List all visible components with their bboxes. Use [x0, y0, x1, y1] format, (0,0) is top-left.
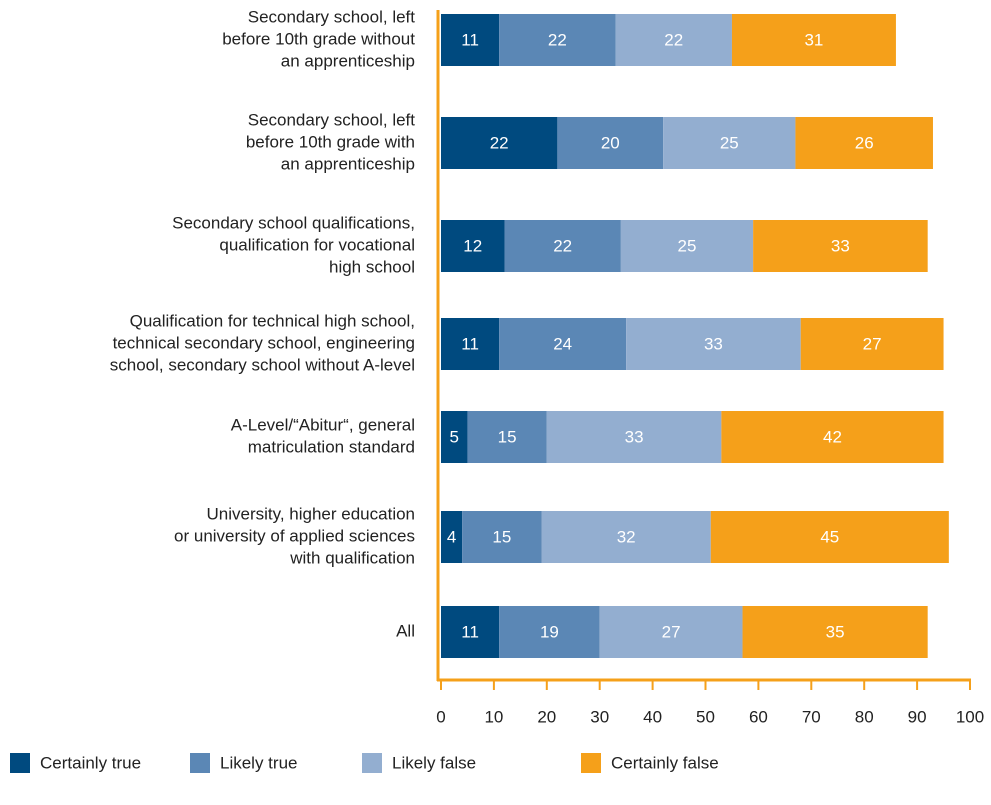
bar-segment — [753, 220, 928, 272]
value-label: 42 — [823, 427, 842, 446]
bar-segment — [499, 318, 627, 370]
value-label: 22 — [548, 30, 567, 49]
category-label: matriculation standard — [248, 437, 415, 456]
value-label: 19 — [540, 622, 559, 641]
bar-segment — [742, 606, 928, 658]
bar-segment — [441, 220, 505, 272]
bar-segment — [467, 411, 547, 463]
bar-segment — [800, 318, 944, 370]
value-label: 22 — [490, 133, 509, 152]
bar-segment — [441, 606, 500, 658]
bar-segment — [499, 606, 600, 658]
legend-label: Certainly true — [40, 753, 141, 772]
x-tick-label: 40 — [643, 707, 662, 726]
bar-segment — [626, 318, 801, 370]
value-label: 33 — [831, 236, 850, 255]
x-tick-label: 20 — [537, 707, 556, 726]
value-label: 11 — [461, 622, 479, 641]
value-label: 32 — [617, 527, 636, 546]
value-label: 31 — [804, 30, 823, 49]
bar-segment — [599, 606, 743, 658]
value-label: 12 — [463, 236, 482, 255]
category-label: University, higher education — [206, 504, 415, 523]
value-label: 11 — [461, 30, 479, 49]
bar-segment — [546, 411, 722, 463]
value-label: 25 — [720, 133, 739, 152]
bar-segment — [462, 511, 542, 563]
value-label: 45 — [820, 527, 839, 546]
category-label: Secondary school qualifications, — [172, 213, 415, 232]
x-tick-label: 30 — [590, 707, 609, 726]
value-label: 27 — [863, 334, 882, 353]
x-tick-label: 70 — [802, 707, 821, 726]
value-label: 20 — [601, 133, 620, 152]
value-label: 15 — [492, 527, 511, 546]
value-label: 22 — [553, 236, 572, 255]
bar-segment — [731, 14, 896, 66]
category-label: or university of applied sciences — [174, 526, 415, 545]
x-tick-label: 10 — [484, 707, 503, 726]
category-label: before 10th grade with — [246, 132, 415, 151]
legend-swatch — [10, 753, 30, 773]
value-label: 24 — [553, 334, 572, 353]
category-label: A-Level/“Abitur“, general — [231, 415, 415, 434]
category-label: with qualification — [289, 548, 415, 567]
x-tick-label: 50 — [696, 707, 715, 726]
x-tick-label: 80 — [855, 707, 874, 726]
bar-segment — [441, 411, 468, 463]
legend-label: Certainly false — [611, 753, 719, 772]
bar-segment — [721, 411, 944, 463]
x-tick-label: 90 — [908, 707, 927, 726]
category-label: an apprenticeship — [281, 154, 415, 173]
bar-segment — [541, 511, 711, 563]
value-label: 4 — [447, 527, 456, 546]
value-label: 5 — [449, 427, 458, 446]
legend-swatch — [362, 753, 382, 773]
category-label: before 10th grade without — [222, 29, 415, 48]
bar-segment — [710, 511, 949, 563]
legend-swatch — [190, 753, 210, 773]
value-label: 33 — [704, 334, 723, 353]
value-label: 33 — [625, 427, 644, 446]
category-label: qualification for vocational — [219, 235, 415, 254]
legend-label: Likely false — [392, 753, 476, 772]
value-label: 11 — [461, 334, 479, 353]
category-label: Qualification for technical high school, — [130, 311, 415, 330]
category-label: Secondary school, left — [248, 7, 416, 26]
legend-label: Likely true — [220, 753, 297, 772]
bar-segment — [615, 14, 732, 66]
bar-segment — [663, 117, 796, 169]
value-label: 22 — [664, 30, 683, 49]
x-tick-label: 0 — [436, 707, 445, 726]
value-label: 35 — [826, 622, 845, 641]
value-label: 25 — [678, 236, 697, 255]
category-label: technical secondary school, engineering — [113, 333, 415, 352]
bar-segment — [441, 117, 558, 169]
category-label: an apprenticeship — [281, 51, 415, 70]
category-label: high school — [329, 257, 415, 276]
bar-segment — [557, 117, 664, 169]
value-label: 15 — [498, 427, 517, 446]
value-label: 27 — [662, 622, 681, 641]
category-label: Secondary school, left — [248, 110, 416, 129]
bar-segment — [499, 14, 616, 66]
x-tick-label: 100 — [956, 707, 984, 726]
bar-segment — [795, 117, 933, 169]
bar-segment — [504, 220, 621, 272]
bar-segment — [441, 14, 500, 66]
bar-segment — [620, 220, 754, 272]
bar-segment — [441, 511, 463, 563]
bar-segment — [441, 318, 500, 370]
x-tick-label: 60 — [749, 707, 768, 726]
value-label: 26 — [855, 133, 874, 152]
category-label: All — [396, 621, 415, 640]
category-label: school, secondary school without A-level — [110, 355, 415, 374]
legend-swatch — [581, 753, 601, 773]
